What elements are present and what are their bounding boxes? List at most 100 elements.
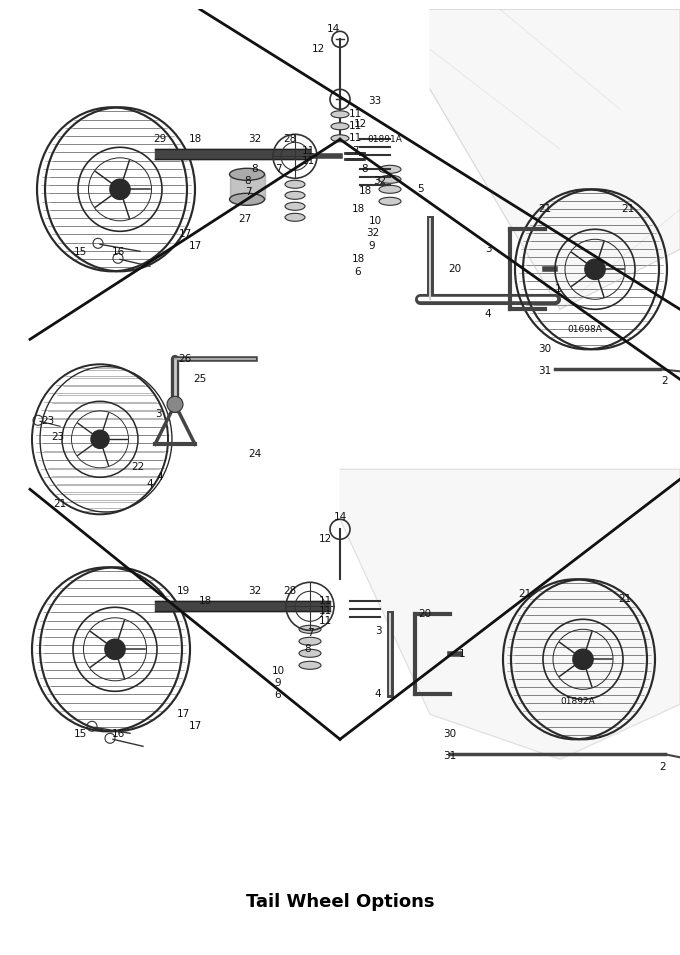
Text: 6: 6: [275, 690, 282, 700]
Text: 15: 15: [73, 730, 86, 739]
Text: 12: 12: [318, 534, 332, 544]
Text: 21: 21: [518, 589, 532, 600]
Text: 9: 9: [369, 242, 375, 251]
Text: 33: 33: [369, 96, 381, 106]
Text: 12: 12: [311, 44, 324, 54]
Text: 8: 8: [305, 645, 311, 654]
Text: 1: 1: [459, 649, 465, 659]
Ellipse shape: [379, 176, 401, 183]
Ellipse shape: [285, 202, 305, 210]
Text: 11: 11: [348, 109, 362, 119]
Text: 22: 22: [131, 462, 145, 473]
Text: 30: 30: [443, 730, 456, 739]
Text: 28: 28: [284, 586, 296, 596]
Text: 4: 4: [156, 473, 163, 482]
Text: 3: 3: [154, 410, 161, 419]
Ellipse shape: [379, 165, 401, 173]
Text: 01891A: 01891A: [368, 135, 403, 144]
Text: 17: 17: [188, 242, 202, 251]
Text: 10: 10: [369, 216, 381, 226]
Text: 5: 5: [417, 184, 424, 194]
Text: 32: 32: [248, 135, 262, 144]
Text: 11: 11: [318, 596, 332, 606]
Text: 6: 6: [355, 267, 361, 277]
Text: 1: 1: [555, 285, 561, 294]
Text: 17: 17: [178, 229, 192, 240]
Text: Tail Wheel Options: Tail Wheel Options: [245, 894, 435, 911]
Text: 21: 21: [53, 499, 67, 509]
Text: 4: 4: [147, 479, 153, 489]
Text: 21: 21: [539, 204, 551, 214]
Circle shape: [573, 649, 593, 669]
Text: 8: 8: [245, 177, 252, 186]
Text: 31: 31: [539, 367, 551, 376]
Text: 7: 7: [352, 146, 358, 157]
Text: 4: 4: [485, 309, 492, 319]
Text: 18: 18: [199, 596, 211, 606]
Ellipse shape: [285, 191, 305, 200]
Text: 27: 27: [239, 214, 252, 224]
Ellipse shape: [299, 626, 321, 633]
Text: 23: 23: [41, 416, 54, 426]
Text: 15: 15: [73, 247, 86, 257]
Text: 01892A: 01892A: [560, 697, 596, 706]
Text: 31: 31: [443, 752, 457, 761]
Text: 7: 7: [245, 187, 252, 198]
Text: 8: 8: [252, 164, 258, 175]
Polygon shape: [430, 10, 680, 309]
Text: 3: 3: [375, 626, 381, 636]
Text: 20: 20: [448, 265, 462, 274]
Text: 01698A: 01698A: [568, 325, 602, 334]
Ellipse shape: [230, 168, 265, 180]
Ellipse shape: [331, 111, 349, 117]
Text: 11: 11: [301, 157, 315, 166]
Circle shape: [585, 260, 605, 279]
Circle shape: [167, 396, 183, 413]
Ellipse shape: [299, 637, 321, 646]
Ellipse shape: [285, 213, 305, 222]
Ellipse shape: [285, 180, 305, 188]
Text: 2: 2: [662, 376, 668, 387]
Text: 11: 11: [301, 146, 315, 157]
Text: 16: 16: [112, 730, 124, 739]
Text: 12: 12: [354, 119, 367, 129]
Text: 30: 30: [539, 345, 551, 354]
Text: 32: 32: [248, 586, 262, 596]
Text: 32: 32: [367, 228, 379, 239]
Text: 11: 11: [348, 134, 362, 143]
Circle shape: [105, 639, 125, 659]
Circle shape: [91, 431, 109, 448]
Text: 28: 28: [284, 135, 296, 144]
Text: 29: 29: [154, 135, 167, 144]
Text: 26: 26: [178, 354, 192, 364]
Text: 14: 14: [326, 24, 339, 34]
Text: 18: 18: [352, 254, 364, 265]
Ellipse shape: [379, 198, 401, 205]
Text: 3: 3: [485, 244, 492, 254]
Ellipse shape: [379, 185, 401, 193]
Text: 21: 21: [622, 204, 634, 214]
Ellipse shape: [331, 123, 349, 130]
Ellipse shape: [230, 193, 265, 205]
Ellipse shape: [299, 661, 321, 669]
Text: 9: 9: [275, 678, 282, 689]
Text: 7: 7: [275, 164, 282, 175]
Text: 7: 7: [307, 628, 313, 638]
Text: 23: 23: [52, 433, 65, 442]
Text: 24: 24: [248, 449, 262, 459]
Text: 32: 32: [373, 177, 387, 186]
Polygon shape: [340, 469, 680, 759]
Text: 4: 4: [375, 690, 381, 699]
Text: 18: 18: [358, 186, 372, 197]
Text: 11: 11: [318, 606, 332, 616]
Circle shape: [110, 180, 130, 200]
Ellipse shape: [299, 649, 321, 657]
Text: 16: 16: [112, 247, 124, 257]
Ellipse shape: [331, 135, 349, 141]
Text: 11: 11: [318, 616, 332, 626]
Text: 20: 20: [418, 609, 432, 619]
Text: 18: 18: [188, 135, 202, 144]
Text: 21: 21: [618, 594, 632, 605]
Text: 25: 25: [193, 374, 207, 384]
Text: 18: 18: [352, 204, 364, 214]
